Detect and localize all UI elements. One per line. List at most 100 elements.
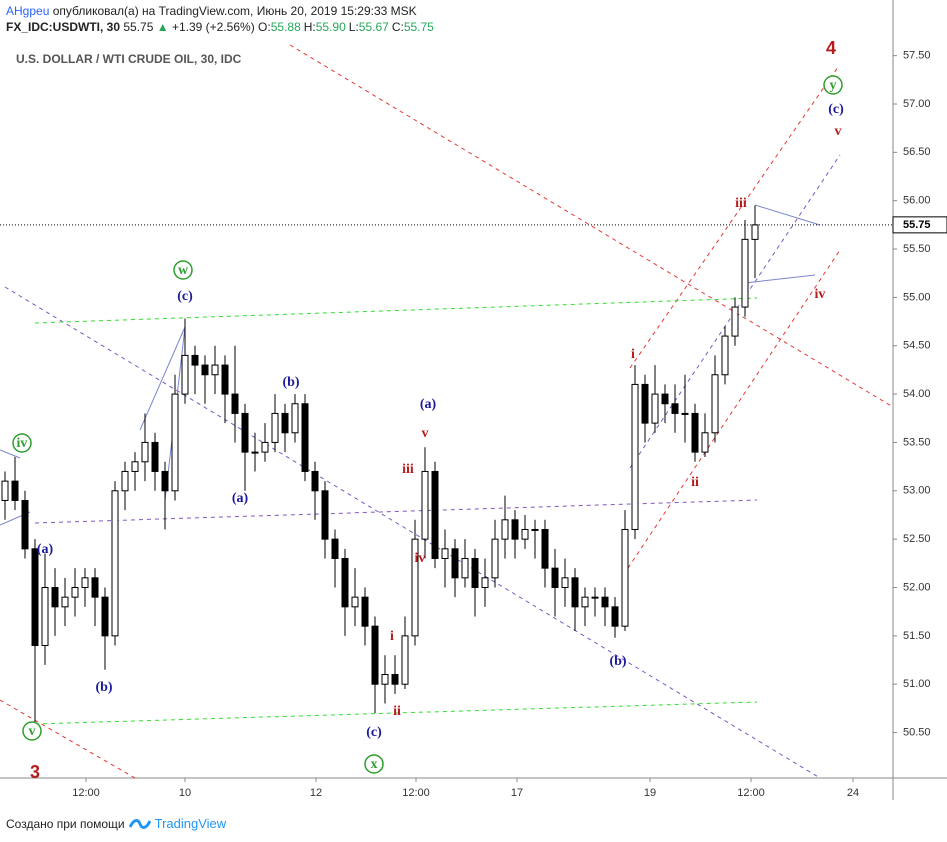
wave-label: y (830, 78, 837, 93)
wave-label: ii (393, 704, 401, 719)
x-tick-label: 12 (310, 787, 322, 799)
candle-body (521, 528, 529, 540)
candle-body (741, 238, 749, 308)
x-tick-label: 19 (644, 787, 656, 799)
y-tick-label: 55.00 (903, 291, 931, 303)
candle-body (181, 354, 189, 395)
wave-label: (b) (282, 375, 299, 390)
candle-body (161, 470, 169, 492)
candle-body (721, 335, 729, 376)
candle-body (541, 528, 549, 569)
trend-line (629, 154, 841, 469)
y-tick-label: 50.50 (903, 726, 931, 738)
candle-body (301, 403, 309, 472)
y-tick-label: 54.50 (903, 340, 931, 352)
wave-label: v (29, 724, 36, 739)
y-tick-label: 52.50 (903, 533, 931, 545)
candle-body (731, 306, 739, 337)
candle-body (41, 586, 49, 647)
candle-body (271, 412, 279, 443)
candle-body (511, 519, 519, 540)
candle-body (671, 403, 679, 414)
candle-body (661, 393, 669, 405)
wave-label: (c) (366, 725, 382, 740)
y-tick-label: 51.50 (903, 630, 931, 642)
candle-body (81, 577, 89, 588)
y-tick-label: 57.00 (903, 98, 931, 110)
published: опубликовал(а) на TradingView.com, Июнь … (52, 4, 417, 18)
last-price-label: 55.75 (903, 219, 931, 231)
candle-body (501, 519, 509, 540)
y-tick-label: 53.00 (903, 485, 931, 497)
y-tick-label: 53.50 (903, 436, 931, 448)
trend-line (34, 297, 758, 324)
trend-line (4, 286, 821, 779)
wave-label: 4 (826, 38, 836, 58)
candle-body (171, 393, 179, 492)
wave-label: v (835, 124, 842, 139)
x-tick-label: 10 (179, 787, 191, 799)
footer-brand[interactable]: TradingView (154, 816, 227, 831)
ohlc-label: C: (391, 20, 404, 34)
wave-label: (a) (37, 542, 54, 557)
candle-body (141, 441, 149, 463)
candle-body (11, 480, 19, 501)
ohlc-label: H: (303, 20, 316, 34)
candle-body (241, 412, 249, 453)
footer: Создано при помощи TradingView (6, 816, 226, 831)
wave-label: iii (402, 462, 414, 477)
candle-body (581, 596, 589, 608)
candle-body (311, 470, 319, 492)
candle-body (571, 577, 579, 608)
ohlc: O:55.88 H:55.90 L:55.67 C:55.75 (258, 20, 437, 34)
candle-body (471, 557, 479, 588)
x-tick-label: 12:00 (72, 787, 100, 799)
change: +1.39 (+2.56%) (171, 20, 255, 34)
wave-label: iii (735, 196, 747, 211)
wave-label: iv (17, 436, 28, 451)
ohlc-label: O: (258, 20, 271, 34)
chart-title: U.S. DOLLAR / WTI CRUDE OIL, 30, IDC (16, 52, 242, 66)
candle-body (31, 548, 39, 647)
wave-label: iv (815, 287, 826, 302)
wave-circle (173, 260, 193, 280)
candle-body (231, 393, 239, 414)
candle-body (331, 538, 339, 559)
y-tick-label: 55.50 (903, 243, 931, 255)
candle-body (441, 548, 449, 559)
candle-body (211, 364, 219, 376)
candle-body (91, 577, 99, 598)
logo (128, 818, 151, 829)
candle-body (101, 596, 109, 637)
wave-label: w (178, 263, 189, 278)
candle-body (591, 596, 599, 599)
candle-body (251, 451, 259, 454)
candle-body (61, 596, 69, 608)
ohlc-value: 55.90 (315, 20, 346, 34)
wave-label: (b) (609, 654, 626, 669)
trend-line (754, 204, 821, 226)
candle-body (481, 577, 489, 588)
candle-body (291, 403, 299, 434)
wave-circle (22, 721, 42, 741)
candle-body (551, 567, 559, 588)
candle-body (491, 538, 499, 579)
candle-body (1, 480, 9, 501)
wave-label: i (390, 629, 394, 644)
trend-line (139, 326, 186, 431)
y-tick-label: 56.50 (903, 146, 931, 158)
x-tick-label: 12:00 (402, 787, 430, 799)
candle-body (451, 548, 459, 579)
candle-body (751, 224, 759, 240)
candle-body (341, 557, 349, 608)
wave-label: v (422, 426, 429, 441)
wave-label: (b) (95, 680, 112, 695)
ohlc-label: L: (348, 20, 359, 34)
symbol: FX_IDC:USDWTI, 30 (6, 20, 121, 34)
candle-body (651, 393, 659, 424)
wave-label: (a) (232, 491, 249, 506)
candle-body (261, 441, 269, 453)
candle-body (371, 625, 379, 685)
author[interactable]: AHgpeu (6, 4, 50, 18)
candle-body (421, 470, 429, 540)
